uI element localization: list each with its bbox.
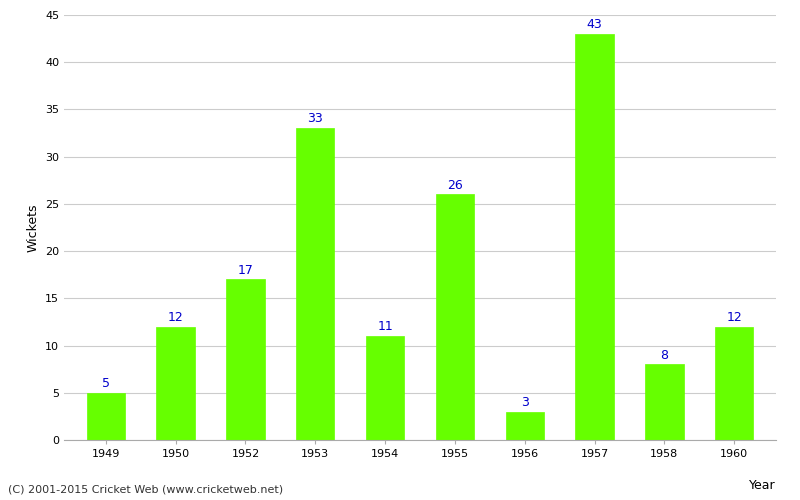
Bar <box>296 128 334 440</box>
Text: 5: 5 <box>102 377 110 390</box>
Text: 12: 12 <box>726 311 742 324</box>
Text: 12: 12 <box>168 311 183 324</box>
Text: 17: 17 <box>238 264 254 276</box>
Text: 11: 11 <box>378 320 393 334</box>
Bar <box>226 280 265 440</box>
Text: 33: 33 <box>307 112 323 126</box>
Bar <box>715 326 754 440</box>
Text: 26: 26 <box>447 178 462 192</box>
Bar <box>86 393 125 440</box>
Bar <box>506 412 544 440</box>
Text: (C) 2001-2015 Cricket Web (www.cricketweb.net): (C) 2001-2015 Cricket Web (www.cricketwe… <box>8 485 283 495</box>
Bar <box>645 364 683 440</box>
Bar <box>157 326 195 440</box>
Text: 8: 8 <box>660 348 668 362</box>
Bar <box>436 194 474 440</box>
Text: 3: 3 <box>521 396 529 409</box>
Bar <box>575 34 614 440</box>
Text: 43: 43 <box>586 18 602 31</box>
Bar <box>366 336 404 440</box>
Text: Year: Year <box>750 479 776 492</box>
Y-axis label: Wickets: Wickets <box>26 203 39 252</box>
